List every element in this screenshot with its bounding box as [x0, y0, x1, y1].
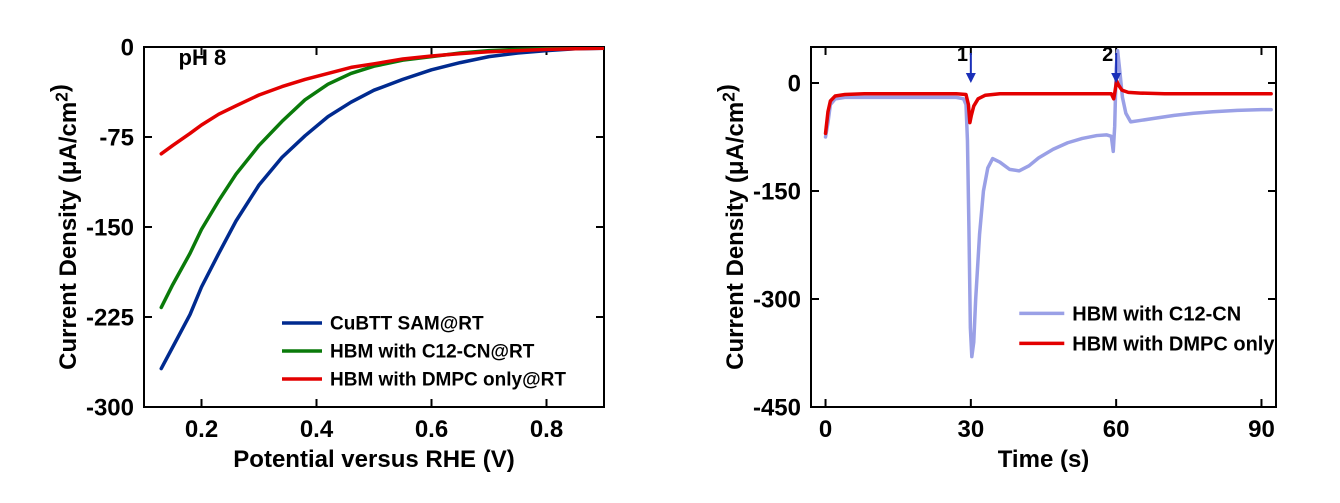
left-chart: 0.2 0.4 0.6 0.8 -300 -225 -150 -75 0 Potential ve…	[44, 27, 624, 477]
svg-text:pH 8: pH 8	[178, 45, 226, 70]
svg-text:0.6: 0.6	[415, 416, 448, 443]
left-panel: 0.2 0.4 0.6 0.8 -300 -225 -150 -75 0 Potential ve…	[44, 27, 624, 477]
figure-container: 0.2 0.4 0.6 0.8 -300 -225 -150 -75 0 Potential ve…	[0, 0, 1340, 503]
right-panel: 0 30 60 90 -450 -300 -150 0 Time (s) Current Dens…	[711, 27, 1296, 477]
svg-text:1: 1	[957, 44, 968, 66]
svg-text:0.2: 0.2	[185, 416, 218, 443]
svg-text:-225: -225	[86, 304, 134, 331]
svg-text:CuBTT SAM@RT: CuBTT SAM@RT	[330, 313, 484, 334]
svg-text:90: 90	[1248, 416, 1275, 443]
right-chart: 0 30 60 90 -450 -300 -150 0 Time (s) Current Dens…	[711, 27, 1296, 477]
svg-text:Current Density (μA/cm2): Current Density (μA/cm2)	[714, 84, 749, 370]
svg-text:30: 30	[958, 416, 985, 443]
svg-text:-300: -300	[86, 394, 134, 421]
svg-text:HBM with C12-CN: HBM with C12-CN	[1073, 303, 1242, 325]
svg-text:0: 0	[788, 70, 801, 97]
svg-text:HBM with DMPC only: HBM with DMPC only	[1073, 333, 1276, 355]
svg-text:-75: -75	[99, 124, 134, 151]
svg-text:0.8: 0.8	[530, 416, 563, 443]
svg-text:-150: -150	[753, 178, 801, 205]
svg-text:0: 0	[819, 416, 832, 443]
svg-text:2: 2	[1102, 44, 1113, 66]
svg-text:Time (s): Time (s)	[998, 446, 1090, 473]
svg-text:0: 0	[120, 34, 133, 61]
svg-text:60: 60	[1103, 416, 1130, 443]
svg-text:Current Density (μA/cm2): Current Density (μA/cm2)	[46, 84, 81, 370]
svg-text:Potential versus RHE (V): Potential versus RHE (V)	[233, 446, 514, 473]
svg-text:HBM with DMPC only@RT: HBM with DMPC only@RT	[330, 369, 566, 390]
svg-text:-150: -150	[86, 214, 134, 241]
svg-text:-450: -450	[753, 394, 801, 421]
svg-text:0.4: 0.4	[300, 416, 334, 443]
svg-text:HBM with C12-CN@RT: HBM with C12-CN@RT	[330, 341, 535, 362]
svg-text:-300: -300	[753, 286, 801, 313]
